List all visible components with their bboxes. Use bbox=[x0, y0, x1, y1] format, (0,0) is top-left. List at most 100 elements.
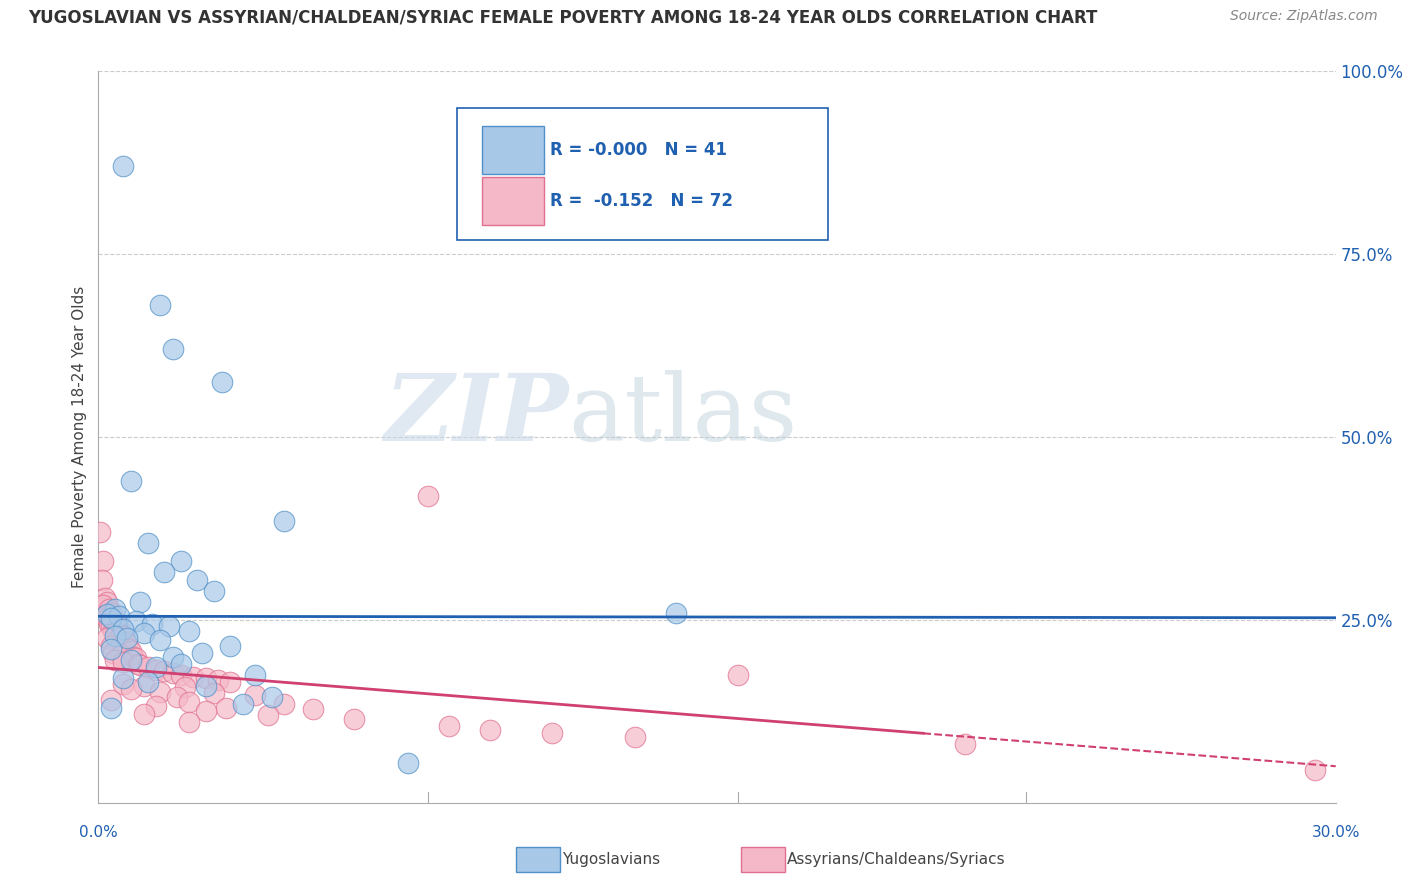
Point bbox=[101, 646, 124, 660]
Point bbox=[90, 573, 112, 587]
Point bbox=[128, 658, 150, 673]
Text: Assyrians/Chaldeans/Syriacs: Assyrians/Chaldeans/Syriacs bbox=[787, 853, 1005, 867]
Point bbox=[110, 648, 132, 662]
Point bbox=[153, 664, 176, 678]
Point bbox=[194, 672, 217, 686]
Point bbox=[100, 611, 122, 625]
Point bbox=[136, 675, 159, 690]
Point bbox=[136, 536, 159, 550]
Text: Yugoslavians: Yugoslavians bbox=[562, 853, 661, 867]
Point bbox=[437, 719, 460, 733]
Point bbox=[96, 594, 118, 608]
Point bbox=[118, 642, 141, 657]
Point bbox=[101, 624, 124, 638]
Point bbox=[120, 643, 142, 657]
Point bbox=[215, 700, 238, 714]
Point bbox=[122, 649, 145, 664]
Point bbox=[91, 599, 114, 613]
Point bbox=[219, 675, 242, 690]
Point bbox=[202, 583, 225, 598]
Point bbox=[179, 715, 201, 730]
Text: R = -0.000   N = 41: R = -0.000 N = 41 bbox=[550, 141, 727, 159]
Point bbox=[243, 688, 266, 702]
Point bbox=[100, 639, 122, 653]
Point bbox=[194, 679, 217, 693]
Point bbox=[194, 705, 217, 719]
Point bbox=[112, 629, 135, 643]
Point bbox=[100, 619, 122, 633]
Point bbox=[117, 632, 139, 646]
Point bbox=[170, 657, 193, 671]
Point bbox=[149, 684, 172, 698]
FancyBboxPatch shape bbox=[457, 108, 828, 240]
Point bbox=[202, 686, 225, 700]
Point bbox=[110, 627, 132, 641]
Point bbox=[91, 554, 114, 568]
Point bbox=[101, 613, 124, 627]
Point bbox=[256, 708, 278, 723]
Point bbox=[162, 343, 184, 357]
Point bbox=[162, 665, 184, 680]
Point bbox=[105, 633, 128, 648]
Text: Source: ZipAtlas.com: Source: ZipAtlas.com bbox=[1230, 9, 1378, 23]
Point bbox=[96, 611, 118, 625]
Point bbox=[181, 670, 204, 684]
Point bbox=[93, 609, 115, 624]
Text: atlas: atlas bbox=[568, 370, 797, 460]
Point bbox=[1303, 763, 1326, 777]
Point bbox=[260, 690, 283, 704]
Point bbox=[541, 726, 564, 740]
Point bbox=[112, 160, 135, 174]
Point bbox=[104, 626, 127, 640]
Point bbox=[96, 632, 118, 646]
Point bbox=[132, 706, 155, 721]
Point bbox=[179, 695, 201, 709]
Point bbox=[190, 646, 212, 660]
Point bbox=[124, 651, 146, 665]
Point bbox=[186, 573, 208, 587]
Point bbox=[207, 673, 229, 687]
Point bbox=[479, 723, 502, 737]
Point bbox=[145, 660, 167, 674]
Point bbox=[100, 700, 122, 714]
Point bbox=[100, 606, 122, 620]
Point bbox=[665, 606, 688, 620]
Point bbox=[623, 730, 645, 744]
Point bbox=[170, 554, 193, 568]
Point bbox=[343, 712, 366, 726]
Point bbox=[211, 376, 233, 390]
Point bbox=[302, 702, 325, 716]
Point bbox=[112, 656, 135, 670]
Point bbox=[174, 680, 197, 694]
Point bbox=[145, 663, 167, 677]
Point bbox=[108, 609, 131, 624]
Point bbox=[96, 607, 118, 621]
Point bbox=[418, 489, 440, 503]
Point bbox=[170, 667, 193, 681]
Point bbox=[232, 697, 254, 711]
Point bbox=[120, 682, 142, 697]
Point bbox=[112, 622, 135, 636]
Point bbox=[128, 594, 150, 608]
Text: 0.0%: 0.0% bbox=[79, 825, 118, 840]
Point bbox=[157, 619, 180, 633]
Point bbox=[120, 474, 142, 488]
Point bbox=[100, 693, 122, 707]
Point bbox=[104, 602, 127, 616]
Point bbox=[112, 677, 135, 691]
Point bbox=[97, 616, 120, 631]
Text: 30.0%: 30.0% bbox=[1312, 825, 1360, 840]
Point bbox=[120, 653, 142, 667]
Point bbox=[100, 642, 122, 657]
Point bbox=[396, 756, 419, 770]
Point bbox=[219, 639, 242, 653]
FancyBboxPatch shape bbox=[482, 178, 544, 225]
FancyBboxPatch shape bbox=[482, 126, 544, 174]
Point bbox=[117, 636, 139, 650]
Point bbox=[104, 653, 127, 667]
Point bbox=[104, 629, 127, 643]
Y-axis label: Female Poverty Among 18-24 Year Olds: Female Poverty Among 18-24 Year Olds bbox=[72, 286, 87, 588]
Point bbox=[273, 697, 295, 711]
Point bbox=[124, 615, 146, 629]
Point bbox=[112, 672, 135, 686]
